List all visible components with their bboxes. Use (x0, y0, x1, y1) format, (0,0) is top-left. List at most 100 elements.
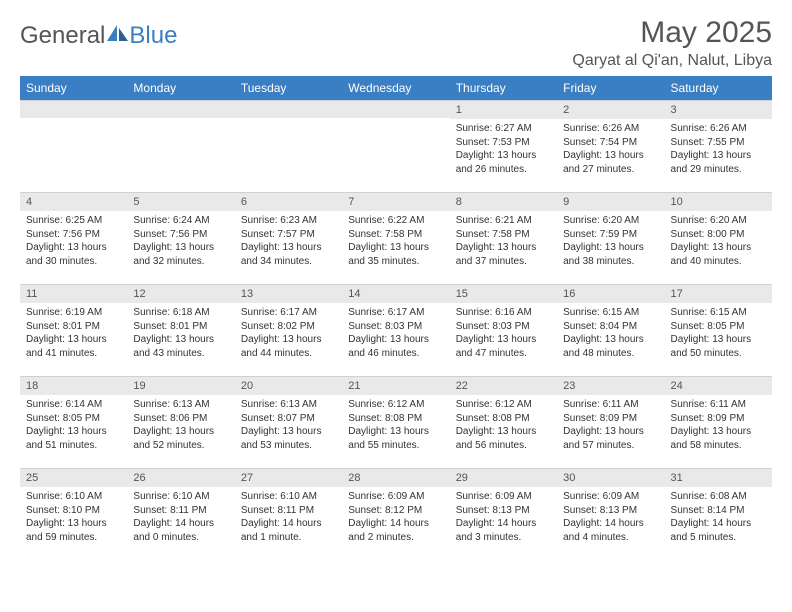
sunrise-text: Sunrise: 6:27 AM (456, 122, 551, 136)
day-details: Sunrise: 6:08 AMSunset: 8:14 PMDaylight:… (665, 487, 772, 547)
calendar-day-cell: 25Sunrise: 6:10 AMSunset: 8:10 PMDayligh… (20, 468, 127, 560)
sunrise-text: Sunrise: 6:22 AM (348, 214, 443, 228)
day-number: 11 (20, 284, 127, 303)
calendar-day-cell: 15Sunrise: 6:16 AMSunset: 8:03 PMDayligh… (450, 284, 557, 376)
day-number: 31 (665, 468, 772, 487)
empty-daynum (342, 100, 449, 118)
day-details: Sunrise: 6:09 AMSunset: 8:13 PMDaylight:… (557, 487, 664, 547)
day-details: Sunrise: 6:25 AMSunset: 7:56 PMDaylight:… (20, 211, 127, 271)
calendar-day-cell (127, 100, 234, 192)
daylight-text: Daylight: 13 hours and 59 minutes. (26, 517, 121, 544)
title-block: May 2025 Qaryat al Qi'an, Nalut, Libya (572, 16, 772, 70)
day-details: Sunrise: 6:19 AMSunset: 8:01 PMDaylight:… (20, 303, 127, 363)
daylight-text: Daylight: 13 hours and 37 minutes. (456, 241, 551, 268)
sunset-text: Sunset: 8:08 PM (348, 412, 443, 426)
sunrise-text: Sunrise: 6:09 AM (348, 490, 443, 504)
daylight-text: Daylight: 14 hours and 2 minutes. (348, 517, 443, 544)
sunset-text: Sunset: 7:58 PM (456, 228, 551, 242)
daylight-text: Daylight: 13 hours and 58 minutes. (671, 425, 766, 452)
day-number: 6 (235, 192, 342, 211)
day-details: Sunrise: 6:10 AMSunset: 8:10 PMDaylight:… (20, 487, 127, 547)
daylight-text: Daylight: 14 hours and 3 minutes. (456, 517, 551, 544)
sunrise-text: Sunrise: 6:15 AM (563, 306, 658, 320)
day-number: 5 (127, 192, 234, 211)
sunset-text: Sunset: 7:57 PM (241, 228, 336, 242)
day-details: Sunrise: 6:15 AMSunset: 8:05 PMDaylight:… (665, 303, 772, 363)
calendar-day-cell: 10Sunrise: 6:20 AMSunset: 8:00 PMDayligh… (665, 192, 772, 284)
calendar-day-cell: 16Sunrise: 6:15 AMSunset: 8:04 PMDayligh… (557, 284, 664, 376)
sunrise-text: Sunrise: 6:12 AM (456, 398, 551, 412)
day-details: Sunrise: 6:26 AMSunset: 7:54 PMDaylight:… (557, 119, 664, 179)
day-number: 17 (665, 284, 772, 303)
day-number: 25 (20, 468, 127, 487)
sunrise-text: Sunrise: 6:23 AM (241, 214, 336, 228)
day-details: Sunrise: 6:10 AMSunset: 8:11 PMDaylight:… (127, 487, 234, 547)
calendar-day-cell: 4Sunrise: 6:25 AMSunset: 7:56 PMDaylight… (20, 192, 127, 284)
calendar-day-cell: 11Sunrise: 6:19 AMSunset: 8:01 PMDayligh… (20, 284, 127, 376)
sunset-text: Sunset: 7:55 PM (671, 136, 766, 150)
daylight-text: Daylight: 13 hours and 56 minutes. (456, 425, 551, 452)
sunset-text: Sunset: 8:09 PM (563, 412, 658, 426)
sunset-text: Sunset: 8:04 PM (563, 320, 658, 334)
calendar-day-cell: 29Sunrise: 6:09 AMSunset: 8:13 PMDayligh… (450, 468, 557, 560)
daylight-text: Daylight: 14 hours and 1 minute. (241, 517, 336, 544)
day-number: 18 (20, 376, 127, 395)
day-details: Sunrise: 6:23 AMSunset: 7:57 PMDaylight:… (235, 211, 342, 271)
daylight-text: Daylight: 13 hours and 50 minutes. (671, 333, 766, 360)
empty-daynum (235, 100, 342, 118)
calendar-day-cell: 9Sunrise: 6:20 AMSunset: 7:59 PMDaylight… (557, 192, 664, 284)
location-text: Qaryat al Qi'an, Nalut, Libya (572, 52, 772, 70)
daylight-text: Daylight: 13 hours and 47 minutes. (456, 333, 551, 360)
sunrise-text: Sunrise: 6:09 AM (456, 490, 551, 504)
day-number: 27 (235, 468, 342, 487)
daylight-text: Daylight: 13 hours and 30 minutes. (26, 241, 121, 268)
calendar-day-cell: 1Sunrise: 6:27 AMSunset: 7:53 PMDaylight… (450, 100, 557, 192)
calendar-day-cell: 19Sunrise: 6:13 AMSunset: 8:06 PMDayligh… (127, 376, 234, 468)
calendar-day-cell: 13Sunrise: 6:17 AMSunset: 8:02 PMDayligh… (235, 284, 342, 376)
day-number: 15 (450, 284, 557, 303)
day-details: Sunrise: 6:26 AMSunset: 7:55 PMDaylight:… (665, 119, 772, 179)
sunrise-text: Sunrise: 6:09 AM (563, 490, 658, 504)
sunset-text: Sunset: 8:12 PM (348, 504, 443, 518)
calendar-day-cell: 30Sunrise: 6:09 AMSunset: 8:13 PMDayligh… (557, 468, 664, 560)
day-details: Sunrise: 6:13 AMSunset: 8:06 PMDaylight:… (127, 395, 234, 455)
weekday-header-row: SundayMondayTuesdayWednesdayThursdayFrid… (20, 76, 772, 100)
sunrise-text: Sunrise: 6:13 AM (133, 398, 228, 412)
calendar-table: SundayMondayTuesdayWednesdayThursdayFrid… (20, 76, 772, 560)
day-details: Sunrise: 6:17 AMSunset: 8:03 PMDaylight:… (342, 303, 449, 363)
calendar-week-row: 11Sunrise: 6:19 AMSunset: 8:01 PMDayligh… (20, 284, 772, 376)
day-number: 7 (342, 192, 449, 211)
sunset-text: Sunset: 8:02 PM (241, 320, 336, 334)
sunset-text: Sunset: 8:05 PM (671, 320, 766, 334)
day-details: Sunrise: 6:20 AMSunset: 7:59 PMDaylight:… (557, 211, 664, 271)
sunset-text: Sunset: 8:11 PM (241, 504, 336, 518)
empty-daynum (127, 100, 234, 118)
daylight-text: Daylight: 13 hours and 48 minutes. (563, 333, 658, 360)
weekday-header: Tuesday (235, 76, 342, 100)
day-details: Sunrise: 6:27 AMSunset: 7:53 PMDaylight:… (450, 119, 557, 179)
calendar-day-cell: 23Sunrise: 6:11 AMSunset: 8:09 PMDayligh… (557, 376, 664, 468)
calendar-day-cell: 26Sunrise: 6:10 AMSunset: 8:11 PMDayligh… (127, 468, 234, 560)
day-details: Sunrise: 6:12 AMSunset: 8:08 PMDaylight:… (342, 395, 449, 455)
day-number: 23 (557, 376, 664, 395)
day-number: 21 (342, 376, 449, 395)
logo: General Blue (20, 22, 177, 50)
sunset-text: Sunset: 8:05 PM (26, 412, 121, 426)
day-details: Sunrise: 6:09 AMSunset: 8:12 PMDaylight:… (342, 487, 449, 547)
calendar-week-row: 4Sunrise: 6:25 AMSunset: 7:56 PMDaylight… (20, 192, 772, 284)
sunrise-text: Sunrise: 6:12 AM (348, 398, 443, 412)
calendar-week-row: 18Sunrise: 6:14 AMSunset: 8:05 PMDayligh… (20, 376, 772, 468)
weekday-header: Friday (557, 76, 664, 100)
sunset-text: Sunset: 7:53 PM (456, 136, 551, 150)
sunset-text: Sunset: 8:09 PM (671, 412, 766, 426)
calendar-day-cell: 3Sunrise: 6:26 AMSunset: 7:55 PMDaylight… (665, 100, 772, 192)
weekday-header: Saturday (665, 76, 772, 100)
calendar-day-cell: 7Sunrise: 6:22 AMSunset: 7:58 PMDaylight… (342, 192, 449, 284)
sunset-text: Sunset: 8:11 PM (133, 504, 228, 518)
weekday-header: Sunday (20, 76, 127, 100)
sunset-text: Sunset: 7:59 PM (563, 228, 658, 242)
day-number: 8 (450, 192, 557, 211)
sunset-text: Sunset: 8:14 PM (671, 504, 766, 518)
day-number: 24 (665, 376, 772, 395)
daylight-text: Daylight: 13 hours and 32 minutes. (133, 241, 228, 268)
